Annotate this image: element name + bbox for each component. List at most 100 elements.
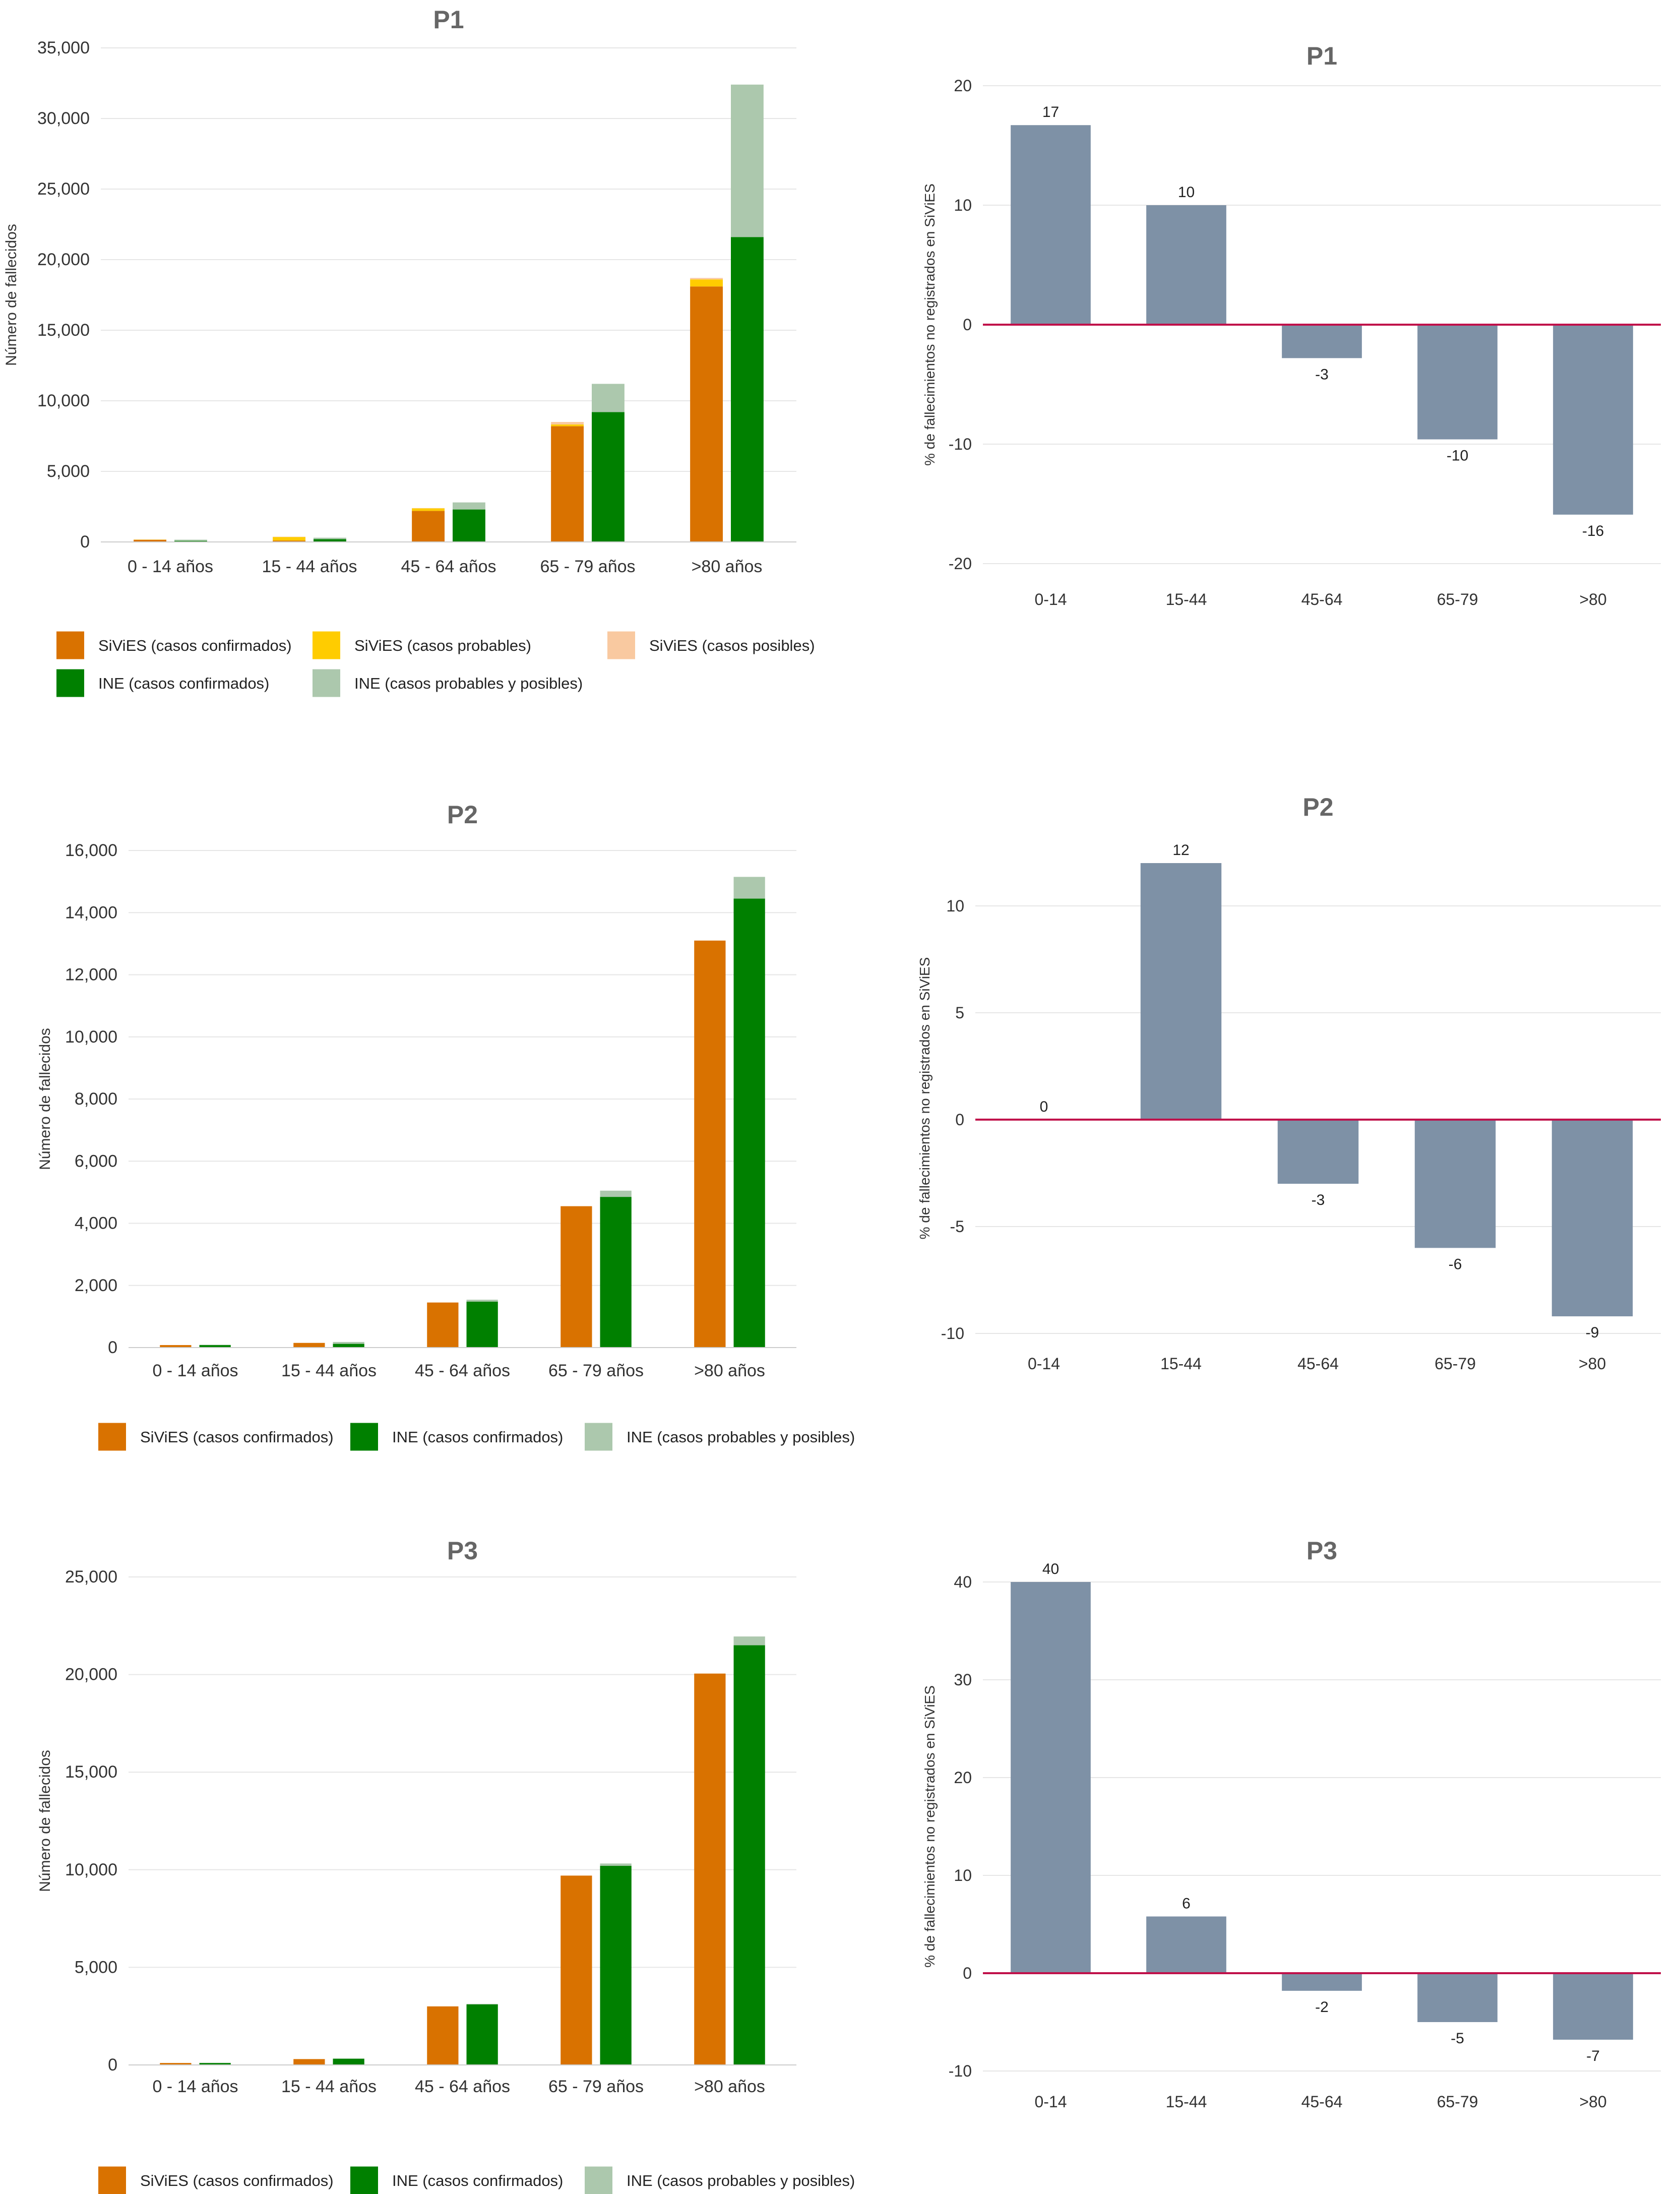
bar-ine_confirmed-3 bbox=[600, 1197, 632, 1348]
data-label: 40 bbox=[1042, 1561, 1059, 1577]
legend-swatch-sivies_confirmed bbox=[98, 2166, 126, 2194]
data-label: 10 bbox=[1178, 184, 1195, 201]
legend-label-ine_probable_possible: INE (casos probables y posibles) bbox=[627, 1428, 855, 1446]
bar-sivies_probable-4 bbox=[690, 279, 723, 287]
y-tick-label: 20 bbox=[954, 1769, 972, 1787]
bar-ine_probable_possible-2 bbox=[453, 502, 485, 510]
x-tick-label: >80 bbox=[1579, 2093, 1606, 2111]
bar-sivies_confirmed-3 bbox=[561, 1206, 592, 1348]
bar-sivies_possible-2 bbox=[412, 508, 445, 509]
x-tick-label: 15 - 44 años bbox=[281, 1361, 377, 1380]
bar-ine_probable_possible-1 bbox=[314, 537, 346, 539]
y-tick-label: 40 bbox=[954, 1573, 972, 1591]
y-tick-label: 30,000 bbox=[37, 109, 90, 128]
bar-sivies_confirmed-1 bbox=[273, 540, 305, 542]
y-tick-label: 0 bbox=[108, 2055, 117, 2075]
chart-title: P2 bbox=[1302, 793, 1333, 821]
x-tick-label: >80 años bbox=[694, 2077, 765, 2096]
bar-diff-2 bbox=[1277, 1119, 1359, 1184]
bar-diff-1 bbox=[1140, 863, 1222, 1120]
data-label: -10 bbox=[1447, 448, 1468, 464]
x-tick-label: 15-44 bbox=[1166, 2093, 1207, 2111]
bar-ine_confirmed-1 bbox=[333, 1344, 364, 1348]
bar-sivies_possible-3 bbox=[551, 422, 584, 425]
legend-label-sivies_possible: SiViES (casos posibles) bbox=[649, 637, 815, 654]
y-tick-label: -5 bbox=[950, 1217, 964, 1236]
y-tick-label: 0 bbox=[963, 1964, 972, 1982]
bar-ine_confirmed-4 bbox=[731, 237, 764, 542]
bar-diff-2 bbox=[1282, 1973, 1362, 1991]
bar-sivies_confirmed-2 bbox=[427, 1302, 459, 1348]
y-axis-label: % de fallecimientos no registrados en Si… bbox=[922, 184, 938, 466]
bar-diff-2 bbox=[1282, 325, 1362, 358]
bar-diff-4 bbox=[1553, 1973, 1633, 2040]
x-tick-label: 65 - 79 años bbox=[548, 2077, 644, 2096]
y-tick-label: 20,000 bbox=[65, 1665, 117, 1684]
bar-sivies_confirmed-2 bbox=[427, 2006, 459, 2065]
legend-swatch-sivies_confirmed bbox=[56, 631, 84, 659]
legend-label-ine_confirmed: INE (casos confirmados) bbox=[392, 1428, 563, 1446]
x-tick-label: 65-79 bbox=[1437, 2093, 1478, 2111]
y-tick-label: 5 bbox=[955, 1004, 964, 1022]
x-tick-label: 0 - 14 años bbox=[152, 2077, 238, 2096]
x-tick-label: 0-14 bbox=[1028, 1355, 1060, 1373]
data-label: -3 bbox=[1312, 1192, 1325, 1208]
data-label: -7 bbox=[1586, 2048, 1600, 2064]
y-tick-label: 30 bbox=[954, 1671, 972, 1689]
data-label: -9 bbox=[1586, 1324, 1599, 1341]
bar-diff-4 bbox=[1553, 325, 1633, 515]
y-tick-label: 8,000 bbox=[75, 1089, 117, 1109]
bar-ine_probable_possible-4 bbox=[733, 877, 765, 899]
bar-diff-4 bbox=[1551, 1119, 1633, 1317]
bar-diff-0 bbox=[1011, 125, 1091, 325]
bar-diff-3 bbox=[1417, 1973, 1498, 2022]
chart-title: P1 bbox=[433, 6, 464, 34]
y-tick-label: 16,000 bbox=[65, 841, 117, 860]
x-tick-label: >80 bbox=[1579, 1355, 1606, 1373]
chart-title: P3 bbox=[447, 1537, 478, 1565]
bar-diff-3 bbox=[1417, 325, 1498, 440]
bar-ine_confirmed-2 bbox=[466, 1301, 498, 1348]
bar-ine_confirmed-1 bbox=[333, 2058, 364, 2065]
y-tick-label: 15,000 bbox=[37, 321, 90, 340]
chart-title: P1 bbox=[1306, 42, 1337, 70]
chart-title: P3 bbox=[1306, 1537, 1337, 1565]
bar-diff-1 bbox=[1146, 205, 1226, 325]
y-tick-label: -10 bbox=[949, 2062, 972, 2080]
data-label: 17 bbox=[1042, 104, 1059, 120]
y-tick-label: 0 bbox=[955, 1111, 964, 1129]
x-tick-label: 45 - 64 años bbox=[415, 2077, 510, 2096]
bar-sivies_probable-3 bbox=[551, 424, 584, 426]
bar-diff-3 bbox=[1414, 1119, 1496, 1248]
chart-p3_diff: P3 -10 0 10 20 30 40 % de fallecimientos no reg… bbox=[922, 1537, 1661, 2111]
bar-ine_confirmed-0 bbox=[199, 2063, 231, 2065]
x-tick-label: 0 - 14 años bbox=[128, 557, 213, 576]
data-label: -3 bbox=[1315, 366, 1329, 383]
bar-ine_confirmed-3 bbox=[592, 412, 625, 542]
y-tick-label: 10 bbox=[954, 196, 972, 214]
x-tick-label: 45 - 64 años bbox=[415, 1361, 510, 1380]
bar-ine_probable_possible-4 bbox=[733, 1636, 765, 1646]
chart-p3_counts: P3 0 5,000 10,000 15,000 20,000 25,000 Número d… bbox=[37, 1537, 855, 2194]
legend-label-sivies_confirmed: SiViES (casos confirmados) bbox=[140, 2172, 334, 2189]
bar-ine_probable_possible-3 bbox=[592, 384, 625, 412]
bar-ine_probable_possible-3 bbox=[600, 1190, 632, 1197]
bar-sivies_confirmed-4 bbox=[694, 940, 726, 1348]
y-tick-label: 10,000 bbox=[65, 1027, 117, 1047]
x-tick-label: 0 - 14 años bbox=[152, 1361, 238, 1380]
legend-swatch-ine_confirmed bbox=[350, 2166, 378, 2194]
x-tick-label: 45-64 bbox=[1301, 2093, 1343, 2111]
chart-p1_counts: P1 0 5,000 10,000 15,000 20,000 25,000 30,000 35… bbox=[3, 6, 815, 697]
x-tick-label: 65-79 bbox=[1437, 590, 1478, 608]
bar-ine_confirmed-4 bbox=[733, 1645, 765, 2065]
bar-diff-0 bbox=[1011, 1582, 1091, 1973]
legend-swatch-sivies_confirmed bbox=[98, 1423, 126, 1451]
bar-sivies_confirmed-1 bbox=[293, 2059, 325, 2065]
x-tick-label: 0-14 bbox=[1034, 590, 1067, 608]
data-label: 12 bbox=[1172, 842, 1189, 859]
y-axis-label: % de fallecimientos no registrados en Si… bbox=[917, 957, 932, 1240]
bar-ine_confirmed-4 bbox=[733, 898, 765, 1348]
y-axis-label: Número de fallecidos bbox=[37, 1750, 53, 1892]
bar-ine_confirmed-1 bbox=[314, 539, 346, 542]
x-tick-label: 45-64 bbox=[1297, 1355, 1339, 1373]
